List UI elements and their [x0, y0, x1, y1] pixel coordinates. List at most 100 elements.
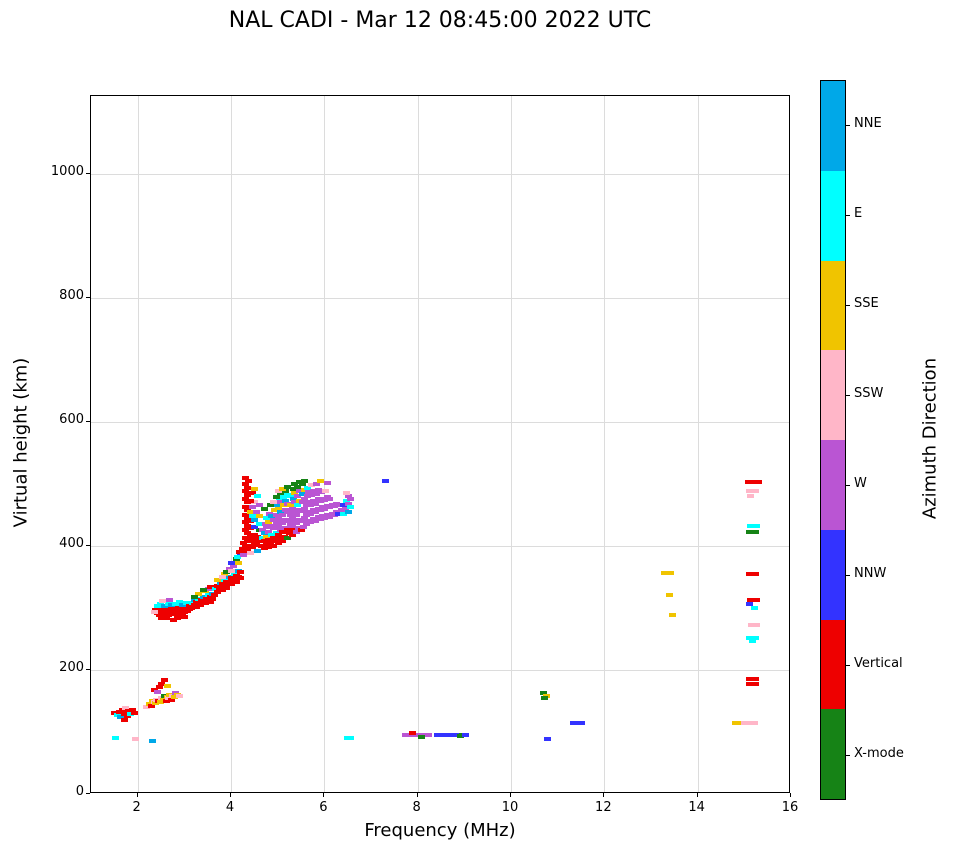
- data-point: [244, 478, 252, 483]
- data-point: [157, 602, 165, 607]
- data-point: [746, 676, 753, 681]
- x-tick: [323, 793, 325, 797]
- data-point: [218, 574, 226, 579]
- x-tick-label: 14: [688, 800, 705, 815]
- data-point: [300, 487, 308, 492]
- data-point: [286, 503, 294, 508]
- data-point: [335, 511, 343, 516]
- data-point: [291, 519, 299, 523]
- data-point: [330, 504, 338, 509]
- data-point: [232, 557, 240, 562]
- data-point: [181, 615, 189, 620]
- data-point: [434, 733, 442, 738]
- data-point: [143, 705, 151, 710]
- data-point: [246, 519, 254, 523]
- data-point: [312, 519, 319, 523]
- gridline-vertical: [324, 96, 326, 792]
- y-tick: [86, 420, 90, 422]
- data-point: [300, 497, 308, 502]
- data-point: [163, 684, 171, 689]
- data-point: [267, 503, 275, 508]
- data-point: [201, 600, 209, 605]
- colorbar-tick: [846, 125, 850, 126]
- data-point: [236, 550, 244, 555]
- data-point: [661, 571, 669, 576]
- data-point: [270, 517, 277, 522]
- colorbar-tick: [846, 305, 850, 306]
- colorbar-segment-nne: [821, 81, 845, 171]
- data-point: [154, 689, 162, 694]
- colorbar-segment-sse: [821, 260, 845, 351]
- data-point: [342, 491, 350, 496]
- data-point: [200, 588, 207, 593]
- data-point: [270, 507, 278, 512]
- data-point: [268, 532, 276, 537]
- data-point: [286, 512, 294, 517]
- data-point: [256, 502, 263, 507]
- x-tick: [696, 793, 698, 797]
- data-point: [257, 543, 265, 548]
- x-tick: [230, 793, 231, 797]
- data-point: [274, 525, 282, 530]
- gridline-horizontal: [91, 297, 789, 299]
- data-point: [578, 720, 585, 725]
- data-point: [272, 503, 280, 508]
- data-point: [239, 546, 247, 551]
- data-point: [179, 602, 187, 607]
- x-tick-label: 2: [132, 800, 141, 815]
- data-point: [298, 509, 305, 514]
- data-point: [256, 514, 263, 519]
- data-point: [192, 604, 200, 609]
- data-point: [169, 617, 177, 622]
- data-point: [751, 676, 759, 681]
- data-point: [279, 486, 287, 491]
- data-point: [294, 484, 302, 489]
- direction-label-nnw: NNW: [854, 566, 887, 581]
- direction-label-w: W: [854, 476, 867, 491]
- colorbar-tick: [846, 215, 850, 216]
- data-point: [270, 500, 277, 505]
- data-point: [424, 733, 432, 738]
- data-point: [308, 492, 316, 497]
- data-point: [746, 571, 753, 576]
- data-point: [277, 519, 285, 523]
- gridline-vertical: [137, 96, 139, 792]
- data-point: [296, 489, 304, 494]
- plot-area: [90, 95, 790, 793]
- colorbar-tick: [846, 575, 850, 576]
- data-point: [746, 494, 754, 499]
- data-point: [272, 512, 280, 517]
- data-point: [300, 506, 308, 511]
- data-point: [207, 584, 215, 589]
- data-point: [745, 479, 753, 484]
- data-point: [246, 534, 254, 539]
- y-tick-label: 400: [59, 535, 84, 551]
- data-point: [254, 494, 262, 499]
- data-point: [242, 497, 249, 502]
- data-point: [242, 489, 249, 494]
- data-point: [174, 616, 182, 621]
- data-point: [228, 582, 235, 587]
- data-point: [263, 525, 271, 530]
- data-point: [343, 736, 351, 741]
- gridline-vertical: [697, 96, 699, 792]
- data-point: [305, 490, 313, 495]
- y-tick-label: 1000: [50, 163, 84, 179]
- data-point: [258, 528, 266, 533]
- data-point: [753, 623, 761, 628]
- data-point: [265, 537, 273, 542]
- data-point: [751, 489, 759, 494]
- x-tick-label: 8: [412, 800, 421, 815]
- data-point: [569, 720, 577, 725]
- data-point: [274, 532, 282, 537]
- data-point: [539, 691, 547, 696]
- data-point: [244, 485, 252, 490]
- data-point: [298, 491, 306, 496]
- data-point: [280, 495, 288, 500]
- data-point: [249, 537, 257, 542]
- gridline-horizontal: [91, 173, 789, 175]
- data-point: [330, 512, 338, 517]
- data-point: [171, 695, 179, 700]
- data-point: [175, 600, 183, 605]
